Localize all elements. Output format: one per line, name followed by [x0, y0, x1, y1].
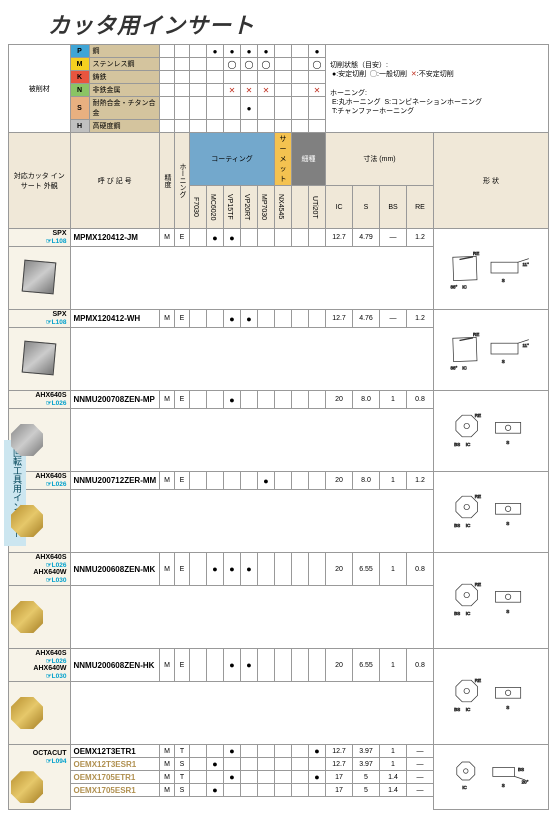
- shape-diagram: BS IC RE S: [434, 553, 549, 649]
- svg-text:BS: BS: [518, 767, 524, 772]
- svg-text:RE: RE: [475, 413, 481, 418]
- svg-text:IC: IC: [462, 785, 467, 790]
- insert-image: [9, 247, 71, 310]
- mat-name-k: 鋳鉄: [89, 71, 160, 84]
- cutter-label: OCTACUT☞L094: [9, 745, 71, 810]
- page-title: カッタ用インサート: [48, 8, 549, 40]
- cutter-label: SPX☞L108: [9, 310, 71, 328]
- col-shape: 形 状: [434, 133, 549, 229]
- svg-text:IC: IC: [466, 441, 471, 446]
- shape-diagram: BS IC RE S: [434, 649, 549, 745]
- svg-text:S: S: [506, 705, 509, 710]
- mat-code-p: P: [70, 45, 89, 58]
- svg-text:RE: RE: [473, 251, 479, 256]
- designation: MPMX120412-JM: [70, 229, 160, 247]
- insert-image: [9, 682, 71, 745]
- col-precision: 精度: [162, 161, 172, 201]
- svg-text:BS: BS: [454, 441, 460, 446]
- svg-text:BS: BS: [454, 522, 460, 527]
- mat-name-m: ステンレス鋼: [89, 58, 160, 71]
- svg-text:RE: RE: [475, 678, 481, 683]
- mat-name-p: 鋼: [89, 45, 160, 58]
- svg-text:IC: IC: [466, 707, 471, 712]
- designation: OEMX1705ESR1: [70, 784, 160, 797]
- shape-diagram: 88° IC RE S 11°: [434, 229, 549, 310]
- mat-code-m: M: [70, 58, 89, 71]
- svg-text:11°: 11°: [523, 261, 530, 266]
- svg-text:88°: 88°: [451, 365, 458, 370]
- col-fine: 細種: [292, 133, 326, 186]
- svg-text:11°: 11°: [523, 342, 530, 347]
- mat-code-s: S: [70, 97, 89, 120]
- designation: OEMX12T3ETR1: [70, 745, 160, 758]
- svg-text:RE: RE: [475, 494, 481, 499]
- insert-image: [9, 586, 71, 649]
- mat-code-h: H: [70, 120, 89, 133]
- designation: NNMU200712ZER-MM: [70, 472, 160, 490]
- cutter-label: AHX640S☞L026AHX640W☞L030: [9, 553, 71, 586]
- material-label: 被削材: [9, 45, 71, 133]
- svg-text:S: S: [502, 359, 505, 364]
- insert-image: [9, 328, 71, 391]
- svg-text:88°: 88°: [451, 284, 458, 289]
- shape-diagram: 88° IC RE S 11°: [434, 310, 549, 391]
- cutter-label: SPX☞L108: [9, 229, 71, 247]
- designation: OEMX12T3ESR1: [70, 758, 160, 771]
- shape-diagram: BS IC RE S: [434, 391, 549, 472]
- svg-text:IC: IC: [466, 522, 471, 527]
- svg-text:IC: IC: [462, 284, 467, 289]
- legend: 切削状態（目安）: ●:安定切削 ◯:一般切削 ✕:不安定切削 ホーニング: E…: [326, 45, 549, 133]
- svg-text:IC: IC: [466, 611, 471, 616]
- col-designation: 呼 び 記 号: [70, 133, 160, 229]
- mat-code-k: K: [70, 71, 89, 84]
- main-table: 被削材 P 鋼 ●●●●● 切削状態（目安）: ●:安定切削 ◯:一般切削 ✕:…: [8, 44, 549, 810]
- designation: OEMX1705ETR1: [70, 771, 160, 784]
- svg-text:20°: 20°: [522, 780, 529, 785]
- designation: MPMX120412-WH: [70, 310, 160, 328]
- svg-text:BS: BS: [454, 611, 460, 616]
- designation: NNMU200608ZEN-MK: [70, 553, 160, 586]
- svg-text:S: S: [502, 783, 505, 788]
- svg-text:BS: BS: [454, 707, 460, 712]
- col-dim: 寸法 (mm): [326, 133, 434, 186]
- mat-name-s: 耐熱合金・チタン合金: [89, 97, 160, 120]
- designation: NNMU200708ZEN-MP: [70, 391, 160, 409]
- shape-diagram: IC S BS 20°: [434, 745, 549, 810]
- col-cermet: サーメット: [275, 133, 292, 186]
- svg-text:S: S: [502, 278, 505, 283]
- cutter-label: AHX640S☞L026: [9, 391, 71, 409]
- svg-text:RE: RE: [475, 582, 481, 587]
- svg-text:RE: RE: [473, 332, 479, 337]
- col-coating: コーティング: [190, 133, 275, 186]
- svg-text:S: S: [506, 440, 509, 445]
- shape-diagram: BS IC RE S: [434, 472, 549, 553]
- col-honing: ホーニング: [177, 161, 187, 201]
- designation: NNMU200608ZEN-HK: [70, 649, 160, 682]
- svg-text:S: S: [506, 521, 509, 526]
- mat-name-n: 非鉄金属: [89, 84, 160, 97]
- svg-text:S: S: [506, 609, 509, 614]
- svg-text:IC: IC: [462, 365, 467, 370]
- cutter-label: AHX640S☞L026AHX640W☞L030: [9, 649, 71, 682]
- mat-code-n: N: [70, 84, 89, 97]
- mat-name-h: 高硬度鋼: [89, 120, 160, 133]
- col-cutter: 対応カッタ インサート 外観: [9, 133, 71, 229]
